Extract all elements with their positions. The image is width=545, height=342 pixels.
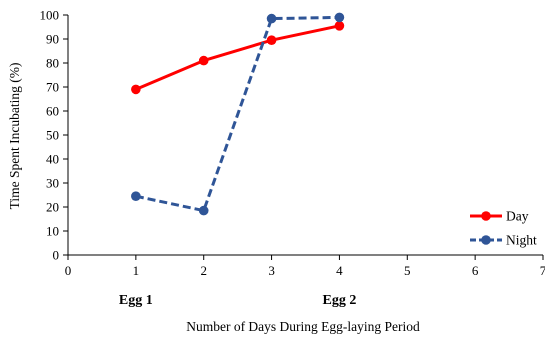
data-point-day bbox=[199, 56, 209, 66]
y-tick-label: 50 bbox=[46, 128, 59, 143]
legend-marker-night bbox=[481, 235, 491, 245]
legend: Day Night bbox=[470, 209, 537, 248]
data-point-night bbox=[267, 14, 277, 24]
x-ticks: 0 1 2 3 4 5 6 7 bbox=[65, 255, 545, 278]
x-tick-label: 5 bbox=[404, 263, 411, 278]
y-tick-label: 70 bbox=[46, 80, 59, 95]
data-point-night bbox=[131, 191, 141, 201]
egg-label: Egg 1 bbox=[119, 293, 153, 308]
y-tick-label: 40 bbox=[46, 152, 59, 167]
y-tick-label: 30 bbox=[46, 176, 59, 191]
x-tick-label: 2 bbox=[200, 263, 207, 278]
y-tick-label: 80 bbox=[46, 56, 59, 71]
egg-label: Egg 2 bbox=[323, 293, 357, 308]
x-tick-label: 0 bbox=[65, 263, 72, 278]
y-tick-label: 10 bbox=[46, 224, 59, 239]
data-point-night bbox=[335, 13, 345, 23]
y-tick-label: 60 bbox=[46, 104, 59, 119]
x-tick-label: 4 bbox=[336, 263, 343, 278]
y-tick-label: 0 bbox=[53, 248, 60, 263]
legend-label-night: Night bbox=[506, 233, 537, 248]
annotations: Egg 1 Egg 2 bbox=[119, 293, 356, 308]
series bbox=[131, 13, 344, 216]
x-tick-label: 6 bbox=[472, 263, 479, 278]
data-point-day bbox=[131, 85, 141, 95]
y-tick-label: 90 bbox=[46, 32, 59, 47]
series-day bbox=[131, 21, 344, 94]
data-point-day bbox=[267, 35, 277, 45]
x-tick-label: 1 bbox=[133, 263, 140, 278]
legend-marker-day bbox=[481, 211, 491, 221]
legend-label-day: Day bbox=[506, 209, 529, 224]
y-axis-title: Time Spent Incubating (%) bbox=[7, 63, 22, 210]
y-ticks: 0 10 20 30 40 50 60 70 80 90 100 bbox=[40, 8, 69, 263]
y-tick-label: 20 bbox=[46, 200, 59, 215]
y-tick-label: 100 bbox=[40, 8, 60, 23]
x-tick-label: 7 bbox=[540, 263, 545, 278]
data-point-day bbox=[335, 21, 345, 31]
axes bbox=[68, 15, 543, 255]
series-night bbox=[131, 13, 344, 216]
x-tick-label: 3 bbox=[268, 263, 275, 278]
series-line-night bbox=[136, 17, 340, 210]
data-point-night bbox=[199, 206, 209, 216]
series-line-day bbox=[136, 26, 340, 90]
x-axis-title: Number of Days During Egg-laying Period bbox=[186, 319, 420, 334]
